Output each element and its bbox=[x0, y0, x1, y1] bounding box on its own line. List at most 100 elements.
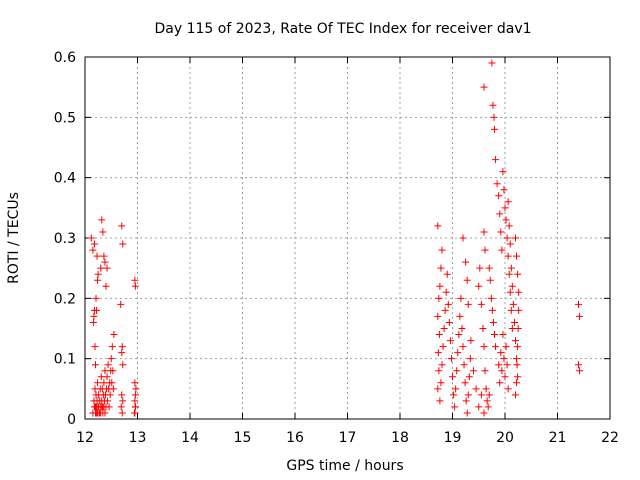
data-point bbox=[438, 361, 446, 369]
data-point bbox=[503, 234, 511, 242]
data-point bbox=[436, 397, 444, 405]
data-point bbox=[435, 294, 443, 302]
data-point bbox=[131, 282, 139, 290]
data-point bbox=[496, 210, 504, 218]
data-point bbox=[489, 101, 497, 109]
data-point bbox=[576, 312, 584, 320]
data-point bbox=[480, 409, 488, 417]
data-point bbox=[464, 300, 472, 308]
data-point bbox=[447, 355, 455, 363]
data-point bbox=[442, 288, 450, 296]
data-point bbox=[94, 379, 102, 387]
data-point bbox=[436, 282, 444, 290]
data-point bbox=[97, 264, 105, 272]
data-point bbox=[486, 276, 494, 284]
grid bbox=[85, 57, 610, 419]
data-point bbox=[117, 403, 125, 411]
data-point bbox=[93, 306, 101, 314]
data-point bbox=[434, 385, 442, 393]
data-point bbox=[87, 234, 95, 242]
data-point bbox=[455, 331, 463, 339]
data-point bbox=[498, 246, 506, 254]
data-point bbox=[109, 385, 117, 393]
data-point bbox=[485, 264, 493, 272]
data-point bbox=[513, 355, 521, 363]
data-point bbox=[502, 343, 510, 351]
data-point bbox=[90, 312, 98, 320]
x-tick-label: 17 bbox=[339, 430, 357, 446]
data-point bbox=[462, 397, 470, 405]
data-point bbox=[89, 318, 97, 326]
data-point bbox=[515, 288, 523, 296]
data-point bbox=[110, 331, 118, 339]
data-point bbox=[101, 409, 109, 417]
data-point bbox=[450, 391, 458, 399]
data-point bbox=[107, 355, 115, 363]
data-point bbox=[93, 252, 101, 260]
data-point bbox=[576, 367, 584, 375]
data-point bbox=[504, 198, 512, 206]
data-point bbox=[461, 379, 469, 387]
data-point bbox=[514, 325, 522, 332]
data-point bbox=[456, 312, 464, 320]
data-point bbox=[118, 349, 126, 357]
data-point bbox=[109, 367, 117, 375]
data-point bbox=[435, 331, 443, 339]
data-point bbox=[94, 276, 102, 284]
data-point bbox=[480, 83, 488, 91]
data-point bbox=[514, 373, 522, 381]
data-point bbox=[446, 337, 454, 345]
data-point bbox=[117, 300, 125, 308]
data-point bbox=[492, 156, 500, 164]
data-point bbox=[502, 216, 510, 224]
data-point bbox=[118, 391, 126, 399]
data-point bbox=[131, 403, 139, 411]
data-point bbox=[131, 397, 139, 405]
x-tick-label: 21 bbox=[549, 430, 567, 446]
x-axis-label: GPS time / hours bbox=[286, 458, 403, 474]
x-tick-label: 20 bbox=[496, 430, 514, 446]
data-point bbox=[119, 240, 127, 248]
data-point bbox=[499, 168, 507, 176]
data-point bbox=[491, 125, 498, 133]
data-point bbox=[484, 403, 492, 411]
data-point bbox=[449, 373, 456, 381]
data-point bbox=[500, 355, 508, 363]
data-point bbox=[512, 234, 519, 242]
data-point bbox=[437, 379, 445, 387]
y-tick-labels: 0 0.1 0.2 0.3 0.4 0.5 0.6 bbox=[54, 50, 76, 428]
data-point bbox=[488, 306, 496, 314]
data-point bbox=[118, 409, 126, 417]
data-point bbox=[454, 349, 462, 357]
data-point bbox=[497, 228, 505, 236]
data-point bbox=[130, 409, 138, 417]
data-point bbox=[485, 391, 493, 399]
data-point bbox=[453, 367, 461, 375]
data-point bbox=[497, 349, 505, 357]
data-point bbox=[100, 403, 108, 411]
data-point bbox=[460, 361, 468, 369]
data-point bbox=[513, 252, 521, 260]
data-point bbox=[480, 228, 488, 236]
data-point bbox=[466, 355, 474, 363]
data-point bbox=[476, 264, 484, 272]
data-point bbox=[512, 391, 519, 399]
data-point bbox=[118, 343, 126, 351]
data-point bbox=[475, 282, 483, 290]
data-point bbox=[439, 343, 447, 351]
data-point bbox=[459, 343, 467, 351]
data-point bbox=[131, 276, 139, 284]
data-point bbox=[131, 379, 139, 387]
data-point bbox=[488, 59, 496, 67]
data-point bbox=[463, 276, 471, 284]
data-point bbox=[465, 373, 473, 381]
data-point bbox=[470, 367, 477, 375]
data-point bbox=[101, 258, 109, 266]
data-point bbox=[92, 294, 100, 302]
data-point bbox=[489, 318, 497, 326]
data-point bbox=[506, 288, 514, 296]
x-tick-label: 15 bbox=[234, 430, 252, 446]
data-point bbox=[100, 252, 108, 260]
data-point bbox=[459, 234, 467, 242]
